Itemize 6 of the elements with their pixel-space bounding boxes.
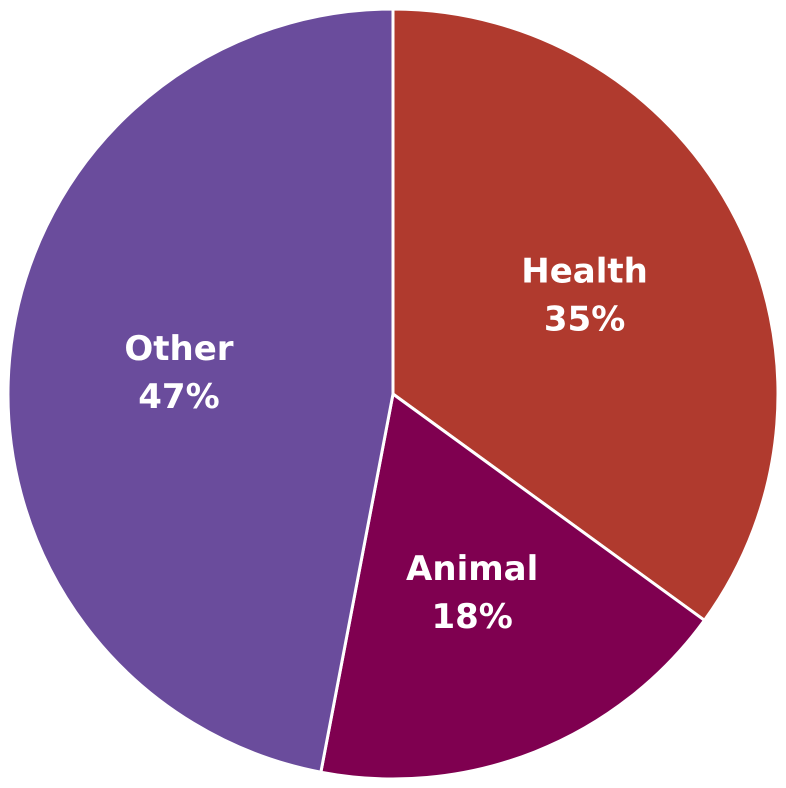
data-label: 47%	[138, 376, 220, 417]
data-label: 35%	[544, 299, 626, 340]
slice-label: Health	[521, 251, 648, 292]
data-label: 18%	[431, 596, 513, 637]
slice-label: Other	[124, 328, 234, 369]
slice-label: Animal	[406, 548, 538, 589]
